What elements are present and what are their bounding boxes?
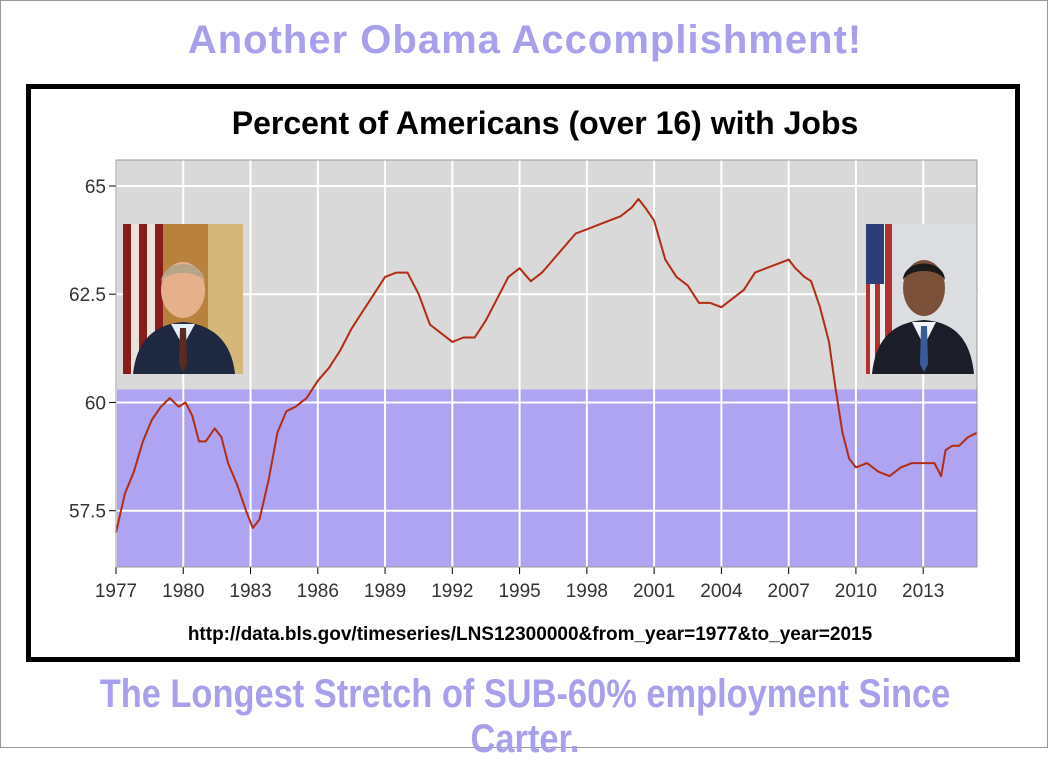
y-tick-label: 57.5 (69, 502, 106, 523)
x-tick-label: 2001 (633, 581, 675, 602)
x-tick-label: 1977 (95, 581, 137, 602)
carter-portrait (123, 224, 243, 374)
x-tick-label: 1998 (566, 581, 608, 602)
x-tick-label: 2007 (768, 581, 810, 602)
y-tick-label: 62.5 (69, 285, 106, 306)
obama-portrait (866, 224, 976, 374)
sub-60-band (116, 389, 977, 567)
x-tick-label: 1980 (162, 581, 204, 602)
x-tick-label: 2010 (835, 581, 877, 602)
y-tick-label: 65 (85, 177, 106, 198)
y-tick-label: 60 (85, 393, 106, 414)
footline: The Longest Stretch of SUB-60% employmen… (99, 672, 951, 761)
x-tick-label: 1983 (229, 581, 271, 602)
x-tick-label: 2013 (902, 581, 944, 602)
headline: Another Obama Accomplishment! (187, 18, 863, 62)
axes: 57.5 60 62.5 65 1977 1980 1983 1986 1989 1992 1995… (69, 159, 978, 602)
outer-frame (0, 0, 1048, 748)
x-tick-label: 1986 (297, 581, 339, 602)
chart-title: Percent of Americans (over 16) with Jobs (231, 105, 859, 141)
plot-border (115, 159, 978, 568)
employment-series-line (115, 198, 978, 533)
source-url: http://data.bls.gov/timeseries/LNS123000… (187, 624, 873, 645)
x-tick-label: 1995 (498, 581, 540, 602)
x-tick-label: 1992 (431, 581, 473, 602)
x-tick-label: 2004 (700, 581, 743, 602)
x-tick-label: 1989 (364, 581, 406, 602)
